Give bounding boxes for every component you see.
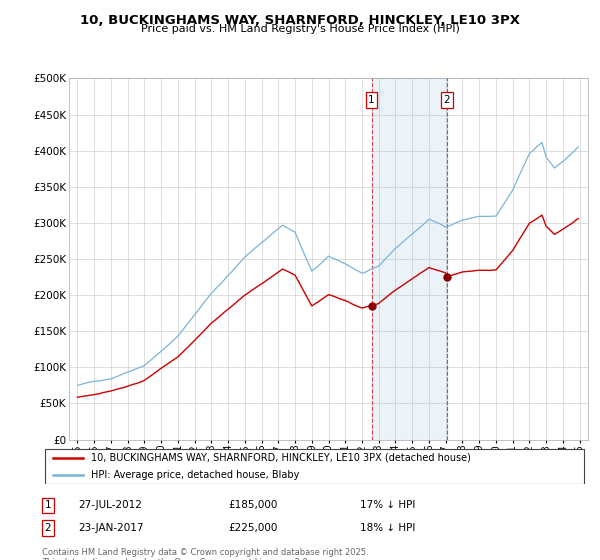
Text: HPI: Average price, detached house, Blaby: HPI: Average price, detached house, Blab… (91, 470, 299, 479)
Text: 27-JUL-2012: 27-JUL-2012 (78, 500, 142, 510)
Text: Contains HM Land Registry data © Crown copyright and database right 2025.
This d: Contains HM Land Registry data © Crown c… (42, 548, 368, 560)
Text: 23-JAN-2017: 23-JAN-2017 (78, 523, 143, 533)
Text: 2: 2 (443, 95, 450, 105)
Text: 17% ↓ HPI: 17% ↓ HPI (360, 500, 415, 510)
Text: 10, BUCKINGHAMS WAY, SHARNFORD, HINCKLEY, LE10 3PX (detached house): 10, BUCKINGHAMS WAY, SHARNFORD, HINCKLEY… (91, 453, 471, 463)
Text: 10, BUCKINGHAMS WAY, SHARNFORD, HINCKLEY, LE10 3PX: 10, BUCKINGHAMS WAY, SHARNFORD, HINCKLEY… (80, 14, 520, 27)
Text: £225,000: £225,000 (228, 523, 277, 533)
Bar (371, 78, 447, 440)
Text: 18% ↓ HPI: 18% ↓ HPI (360, 523, 415, 533)
Text: £185,000: £185,000 (228, 500, 277, 510)
Text: 2: 2 (44, 523, 52, 533)
FancyBboxPatch shape (45, 449, 584, 484)
Text: 1: 1 (368, 95, 375, 105)
Text: Price paid vs. HM Land Registry's House Price Index (HPI): Price paid vs. HM Land Registry's House … (140, 24, 460, 34)
Text: 1: 1 (44, 500, 52, 510)
